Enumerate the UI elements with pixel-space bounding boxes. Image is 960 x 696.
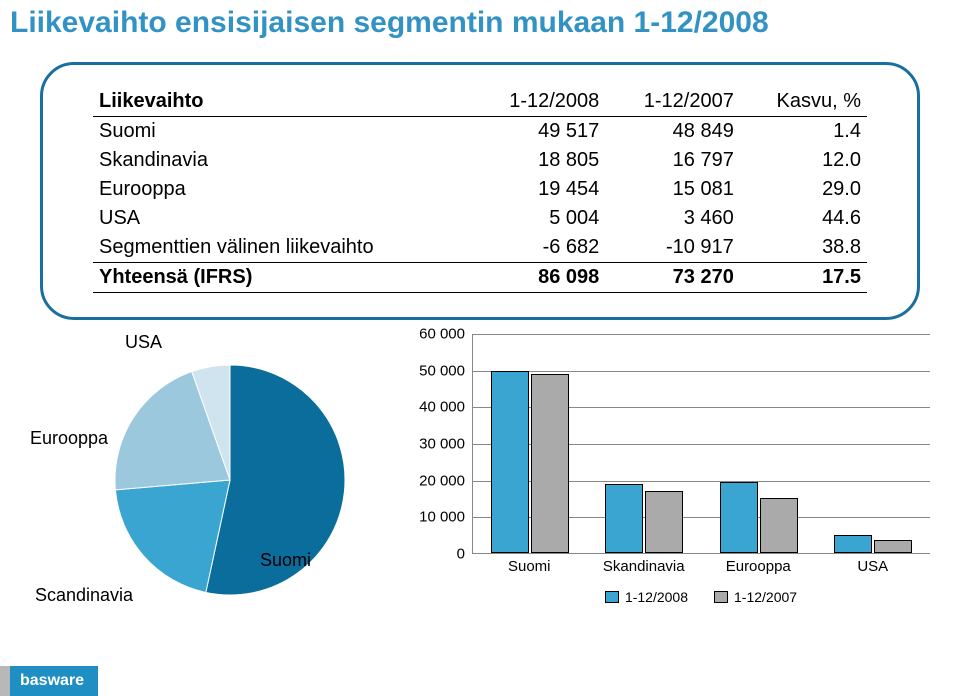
y-tick-label: 50 000 bbox=[419, 362, 465, 379]
table-row: Eurooppa19 45415 08129.0 bbox=[93, 175, 867, 204]
row-val-a: -6 682 bbox=[471, 233, 606, 263]
total-growth: 17.5 bbox=[740, 263, 867, 293]
table-row: Segmenttien välinen liikevaihto-6 682-10… bbox=[93, 233, 867, 263]
logo-side bbox=[0, 666, 10, 696]
legend-item: 1-12/2008 bbox=[605, 589, 688, 605]
lower-panel: SuomiScandinaviaEurooppaUSA 010 00020 00… bbox=[0, 330, 960, 620]
bar bbox=[834, 535, 872, 553]
table-total-row: Yhteensä (IFRS)86 09873 27017.5 bbox=[93, 263, 867, 293]
pie-chart: Suomi Scandinavia Eurooppa USA bbox=[30, 330, 400, 620]
row-growth: 12.0 bbox=[740, 146, 867, 175]
bar bbox=[531, 374, 569, 553]
row-val-b: 16 797 bbox=[605, 146, 740, 175]
row-label: Eurooppa bbox=[93, 175, 471, 204]
bar-group bbox=[587, 334, 701, 553]
bar bbox=[491, 371, 529, 553]
x-category-label: Skandinavia bbox=[587, 554, 702, 575]
pie-svg bbox=[30, 330, 400, 620]
row-label: Skandinavia bbox=[93, 146, 471, 175]
legend-label: 1-12/2007 bbox=[734, 589, 797, 605]
row-label: USA bbox=[93, 204, 471, 233]
bar bbox=[720, 482, 758, 553]
col-period-b: 1-12/2007 bbox=[605, 87, 740, 117]
col-label: Liikevaihto bbox=[93, 87, 471, 117]
bar bbox=[645, 491, 683, 553]
row-growth: 44.6 bbox=[740, 204, 867, 233]
row-val-b: -10 917 bbox=[605, 233, 740, 263]
legend-label: 1-12/2008 bbox=[625, 589, 688, 605]
bar bbox=[605, 484, 643, 553]
bar-chart-wrap: 010 00020 00030 00040 00050 00060 000 Su… bbox=[410, 330, 950, 605]
y-tick-label: 60 000 bbox=[419, 326, 465, 343]
row-label: Segmenttien välinen liikevaihto bbox=[93, 233, 471, 263]
bar-group bbox=[816, 334, 930, 553]
row-growth: 1.4 bbox=[740, 117, 867, 147]
total-val-b: 73 270 bbox=[605, 263, 740, 293]
row-val-a: 5 004 bbox=[471, 204, 606, 233]
x-category-label: USA bbox=[816, 554, 931, 575]
total-label: Yhteensä (IFRS) bbox=[93, 263, 471, 293]
row-val-b: 3 460 bbox=[605, 204, 740, 233]
x-category-label: Suomi bbox=[472, 554, 587, 575]
row-val-a: 18 805 bbox=[471, 146, 606, 175]
table-card: Liikevaihto 1-12/2008 1-12/2007 Kasvu, %… bbox=[40, 62, 920, 320]
y-tick-label: 30 000 bbox=[419, 436, 465, 453]
table-row: Suomi49 51748 8491.4 bbox=[93, 117, 867, 147]
legend-swatch bbox=[714, 591, 728, 603]
legend-swatch bbox=[605, 591, 619, 603]
y-tick-label: 20 000 bbox=[419, 472, 465, 489]
table-row: Skandinavia18 80516 79712.0 bbox=[93, 146, 867, 175]
bar-group bbox=[702, 334, 816, 553]
pie-slice-label: Scandinavia bbox=[35, 585, 133, 606]
bar-plot: 010 00020 00030 00040 00050 00060 000 bbox=[472, 334, 930, 554]
total-val-a: 86 098 bbox=[471, 263, 606, 293]
page-title: Liikevaihto ensisijaisen segmentin mukaa… bbox=[0, 0, 960, 58]
row-val-a: 49 517 bbox=[471, 117, 606, 147]
table-header-row: Liikevaihto 1-12/2008 1-12/2007 Kasvu, % bbox=[93, 87, 867, 117]
col-period-a: 1-12/2008 bbox=[471, 87, 606, 117]
x-category-label: Eurooppa bbox=[701, 554, 816, 575]
table-row: USA5 0043 46044.6 bbox=[93, 204, 867, 233]
y-tick-label: 0 bbox=[457, 546, 465, 563]
y-tick-label: 10 000 bbox=[419, 509, 465, 526]
col-growth: Kasvu, % bbox=[740, 87, 867, 117]
bar-legend: 1-12/2008 1-12/2007 bbox=[472, 589, 930, 605]
pie-slice-label: Suomi bbox=[260, 550, 311, 571]
logo-text: basware bbox=[10, 666, 98, 696]
pie-slice-label: Eurooppa bbox=[30, 428, 108, 449]
row-val-b: 15 081 bbox=[605, 175, 740, 204]
logo: basware bbox=[0, 666, 98, 696]
bar-group bbox=[473, 334, 587, 553]
row-growth: 38.8 bbox=[740, 233, 867, 263]
bar bbox=[760, 498, 798, 553]
row-val-a: 19 454 bbox=[471, 175, 606, 204]
row-growth: 29.0 bbox=[740, 175, 867, 204]
bar bbox=[874, 540, 912, 553]
bar-chart: 010 00020 00030 00040 00050 00060 000 Su… bbox=[410, 334, 930, 605]
y-tick-label: 40 000 bbox=[419, 399, 465, 416]
legend-item: 1-12/2007 bbox=[714, 589, 797, 605]
row-label: Suomi bbox=[93, 117, 471, 147]
revenue-table: Liikevaihto 1-12/2008 1-12/2007 Kasvu, %… bbox=[93, 87, 867, 293]
pie-slice-label: USA bbox=[125, 332, 162, 353]
bar-groups bbox=[473, 334, 930, 553]
row-val-b: 48 849 bbox=[605, 117, 740, 147]
bar-x-labels: SuomiSkandinaviaEurooppaUSA bbox=[472, 554, 930, 575]
